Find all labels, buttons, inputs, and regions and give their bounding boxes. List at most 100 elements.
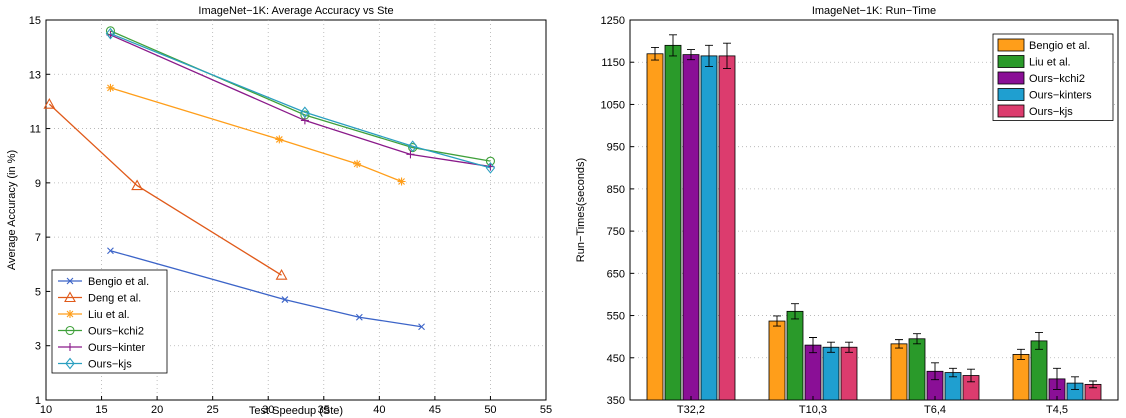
error-bar-bengio-et-al-t10-3 [773, 315, 781, 327]
series-line-ours-kinter [110, 34, 491, 168]
error-bar-ours-kinters-t32-2 [705, 44, 713, 67]
runtime-y-tick-label: 550 [607, 311, 625, 323]
series-bengio-et-al [107, 247, 425, 331]
data-point-bengio-et-al [418, 323, 425, 331]
data-point-bengio-et-al [355, 313, 363, 321]
runtime-chart-title: ImageNet−1K: Run−Time [812, 5, 936, 17]
error-bar-ours-kinters-t10-3 [827, 341, 835, 353]
series-line-deng-et-al [48, 103, 282, 276]
accuracy-x-axis-label: Test Speedup (Ste) [249, 405, 343, 417]
bar-ours-kinters-t10-3 [822, 346, 840, 401]
legend-label-bengio-et-al: Bengio et al. [88, 276, 149, 288]
error-bar-ours-kchi2-t6-4 [931, 362, 939, 381]
legend-marker-ours-kjs [65, 357, 75, 370]
data-point-deng-et-al [131, 179, 144, 191]
series-liu-et-al [106, 83, 406, 186]
accuracy-y-tick-label: 9 [35, 178, 41, 190]
runtime-y-tick-label: 950 [607, 142, 625, 154]
runtime-y-tick-label: 1150 [601, 57, 625, 69]
accuracy-x-tick-label: 15 [95, 404, 107, 416]
error-bar-liu-et-al-t6-4 [913, 333, 921, 345]
error-bar-ours-kjs-t32-2 [723, 42, 731, 70]
error-bar-ours-kinters-t4-5 [1071, 376, 1079, 390]
error-bar-ours-kjs-t6-4 [967, 368, 975, 383]
data-point-bengio-et-al [107, 247, 114, 255]
bar-ours-kchi2-t10-3 [804, 344, 822, 401]
runtime-y-tick-label: 850 [607, 184, 625, 196]
runtime-legend: Bengio et al. Liu et al. Ours−kchi2 Ours−ki… [992, 33, 1114, 121]
accuracy-y-tick-label: 13 [29, 69, 41, 81]
error-bar-ours-kinters-t6-4 [949, 367, 957, 378]
legend-swatch-ours-kjs [997, 104, 1025, 118]
bar-ours-kchi2-t32-2 [682, 54, 700, 401]
runtime-y-axis-label: Run−Times(seconds) [575, 158, 587, 262]
error-bar-ours-kchi2-t32-2 [687, 49, 695, 61]
bar-bengio-et-al-t10-3 [768, 320, 786, 401]
accuracy-legend: Bengio et al. Deng et al. Liu et al. Ours−k… [51, 269, 168, 374]
data-point-liu-et-al [275, 135, 284, 144]
accuracy-x-tick-label: 50 [484, 404, 496, 416]
legend-label-ours-kjs: Ours−kjs [1029, 106, 1073, 118]
legend-label-bengio-et-al: Bengio et al. [1029, 40, 1090, 52]
legend-marker-liu-et-al [66, 310, 74, 318]
series-line-bengio-et-al [110, 250, 422, 328]
series-ours-kjs [105, 27, 496, 174]
data-point-liu-et-al [353, 159, 362, 168]
accuracy-x-tick-label: 20 [151, 404, 163, 416]
runtime-y-tick-label: 1050 [601, 99, 625, 111]
data-point-ours-kjs [300, 106, 310, 119]
bar-liu-et-al-t10-3 [786, 310, 804, 401]
bar-ours-kjs-t32-2 [718, 55, 736, 401]
error-bar-bengio-et-al-t6-4 [895, 339, 903, 349]
runtime-y-tick-label: 1250 [601, 15, 625, 27]
data-point-ours-kjs [105, 27, 116, 40]
series-line-liu-et-al [110, 87, 402, 183]
legend-label-ours-kjs: Ours−kjs [88, 359, 132, 371]
accuracy-chart-title: ImageNet−1K: Average Accuracy vs Ste [198, 5, 393, 17]
bar-liu-et-al-t32-2 [664, 44, 682, 401]
legend-marker-ours-kinter [66, 343, 74, 351]
data-point-deng-et-al [275, 269, 288, 280]
runtime-y-tick-label: 350 [607, 395, 625, 407]
accuracy-x-tick-label: 45 [429, 404, 441, 416]
runtime-x-tick-label: T4,5 [1046, 404, 1068, 416]
legend-label-ours-kinters: Ours−kinters [1029, 90, 1092, 102]
data-point-ours-kinter [406, 150, 415, 159]
data-point-deng-et-al [43, 98, 56, 109]
runtime-y-tick-label: 450 [607, 353, 625, 365]
error-bar-bengio-et-al-t4-5 [1017, 348, 1025, 360]
bar-bengio-et-al-t4-5 [1012, 353, 1030, 401]
accuracy-y-axis-label: Average Accuracy (in %) [6, 150, 18, 270]
accuracy-x-tick-label: 25 [207, 404, 219, 416]
data-point-bengio-et-al [281, 296, 289, 303]
legend-label-ours-kinter: Ours−kinter [88, 342, 145, 354]
legend-swatch-ours-kchi2 [997, 71, 1025, 85]
runtime-x-tick-label: T32,2 [677, 404, 705, 416]
accuracy-y-tick-label: 3 [35, 341, 41, 353]
runtime-y-tick-label: 750 [607, 226, 625, 238]
data-point-ours-kjs [485, 162, 496, 174]
accuracy-y-tick-label: 1 [35, 395, 41, 407]
error-bar-bengio-et-al-t32-2 [651, 46, 659, 61]
accuracy-x-tick-label: 30 [262, 404, 274, 416]
runtime-y-tick-label: 650 [607, 268, 625, 280]
runtime-x-tick-label: T10,3 [799, 404, 827, 416]
series-deng-et-al [43, 98, 288, 280]
data-point-liu-et-al [397, 177, 406, 186]
accuracy-y-tick-label: 5 [35, 286, 41, 298]
error-bar-ours-kchi2-t4-5 [1053, 367, 1061, 390]
error-bar-liu-et-al-t32-2 [669, 34, 677, 57]
accuracy-legend-box [51, 269, 168, 374]
error-bar-ours-kchi2-t10-3 [809, 337, 817, 354]
accuracy-y-tick-label: 7 [35, 232, 41, 244]
data-point-ours-kjs [407, 140, 418, 153]
accuracy-x-tick-label: 10 [40, 404, 52, 416]
legend-swatch-liu-et-al [997, 55, 1025, 68]
error-bar-liu-et-al-t10-3 [791, 303, 799, 320]
accuracy-x-tick-label: 55 [540, 404, 552, 416]
legend-label-ours-kchi2: Ours−kchi2 [88, 326, 144, 338]
data-point-liu-et-al [106, 83, 115, 92]
legend-label-deng-et-al: Deng et al. [88, 293, 141, 305]
